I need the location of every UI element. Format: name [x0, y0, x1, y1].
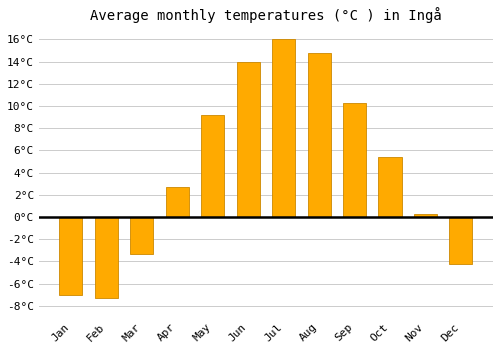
Bar	[450, 217, 472, 264]
Bar	[378, 157, 402, 217]
Bar	[343, 103, 366, 217]
Bar	[130, 217, 154, 253]
Bar	[95, 217, 118, 298]
Title: Average monthly temperatures (°C ) in Ingå: Average monthly temperatures (°C ) in In…	[90, 7, 442, 23]
Bar	[414, 214, 437, 217]
Bar	[272, 39, 295, 217]
Bar	[201, 115, 224, 217]
Bar	[236, 62, 260, 217]
Bar	[60, 217, 82, 295]
Bar	[166, 187, 189, 217]
Bar	[308, 52, 330, 217]
